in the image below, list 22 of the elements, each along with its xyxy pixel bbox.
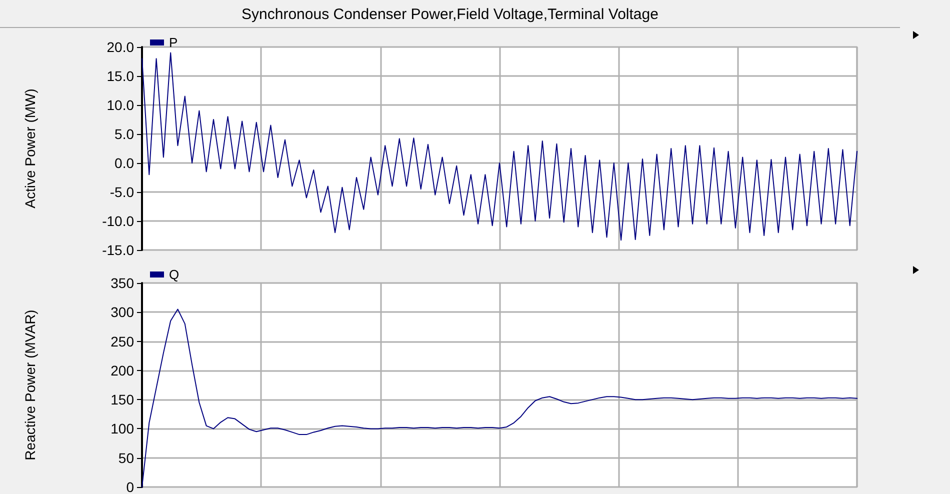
legend-label: P	[169, 35, 178, 50]
y-tick-label: 0	[126, 479, 134, 494]
y-tick-label: 150	[110, 392, 134, 408]
y-tick-label: 0.0	[114, 155, 134, 171]
chart-title: Synchronous Condenser Power,Field Voltage,Terminal Voltage	[0, 3, 900, 28]
y-axis-title: Reactive Power (MVAR)	[22, 310, 38, 460]
y-tick-label: 100	[110, 420, 134, 437]
legend-label: Q	[169, 267, 180, 282]
y-tick-label: 200	[110, 362, 134, 378]
y-tick-label: -10.0	[102, 213, 134, 229]
y-tick-label: 300	[110, 304, 134, 320]
y-tick-label: 350	[110, 275, 134, 291]
y-tick-label: 20.0	[106, 39, 134, 55]
y-tick-label: 5.0	[114, 126, 134, 142]
y-axis-title: Active Power (MW)	[22, 88, 38, 208]
y-tick-label: -5.0	[110, 184, 134, 200]
y-tick-label: -15.0	[102, 242, 134, 258]
y-tick-label: 250	[110, 333, 134, 350]
y-tick-label: 10.0	[106, 97, 134, 113]
line-series	[142, 52, 858, 241]
y-tick-label: 50	[118, 450, 134, 466]
y-tick-label: 15.0	[106, 68, 134, 84]
